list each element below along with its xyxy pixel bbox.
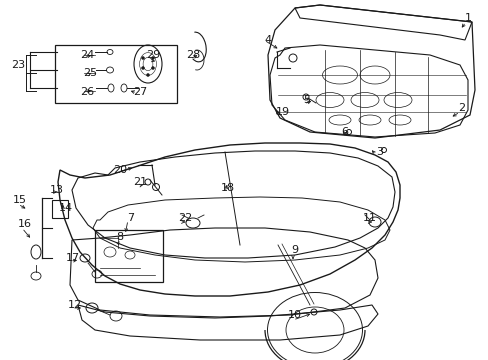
Text: 9: 9 xyxy=(291,245,298,255)
Text: 22: 22 xyxy=(178,213,192,223)
Text: 20: 20 xyxy=(113,165,127,175)
Text: 16: 16 xyxy=(18,219,32,229)
Text: 19: 19 xyxy=(275,107,289,117)
Text: 17: 17 xyxy=(66,253,80,263)
Text: 29: 29 xyxy=(145,50,160,60)
Text: 15: 15 xyxy=(13,195,27,205)
Ellipse shape xyxy=(151,57,154,59)
Text: 10: 10 xyxy=(287,310,302,320)
Bar xyxy=(52,200,68,218)
Text: 26: 26 xyxy=(80,87,94,97)
Text: 1: 1 xyxy=(464,13,470,23)
Ellipse shape xyxy=(146,73,149,77)
Text: 4: 4 xyxy=(264,35,271,45)
Text: 25: 25 xyxy=(83,68,97,78)
Text: 7: 7 xyxy=(127,213,134,223)
Ellipse shape xyxy=(141,57,144,59)
Ellipse shape xyxy=(141,67,144,69)
Text: 13: 13 xyxy=(50,185,64,195)
Text: 12: 12 xyxy=(68,300,82,310)
Text: 24: 24 xyxy=(80,50,94,60)
Text: 11: 11 xyxy=(362,213,376,223)
Text: 2: 2 xyxy=(458,103,465,113)
Text: 18: 18 xyxy=(221,183,235,193)
Text: 6: 6 xyxy=(341,127,348,137)
Bar xyxy=(55,45,177,103)
Text: 21: 21 xyxy=(133,177,147,187)
Bar xyxy=(95,230,163,282)
Text: 5: 5 xyxy=(303,95,310,105)
Text: 8: 8 xyxy=(116,232,123,242)
Ellipse shape xyxy=(151,67,154,69)
Text: 3: 3 xyxy=(376,147,383,157)
Text: 27: 27 xyxy=(133,87,147,97)
Text: 28: 28 xyxy=(185,50,200,60)
Text: 14: 14 xyxy=(59,203,73,213)
Text: 23: 23 xyxy=(11,60,25,70)
